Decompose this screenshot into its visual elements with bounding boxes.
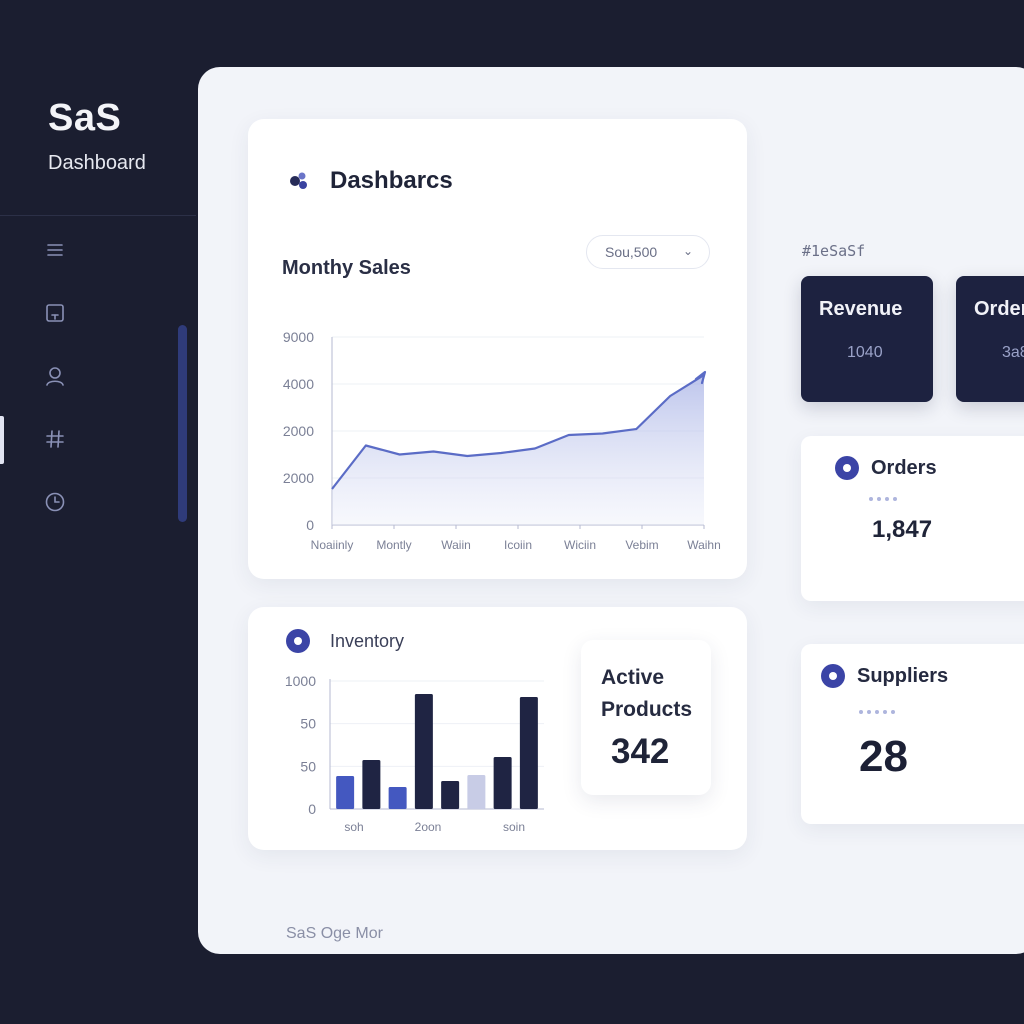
inventory-chart: 0 50 50 1000 soh 2oon soin xyxy=(285,673,544,834)
inventory-bar xyxy=(493,757,512,809)
document-icon xyxy=(46,304,64,322)
sidebar-item-documents[interactable] xyxy=(40,298,70,328)
inventory-x-tick: soh xyxy=(344,820,363,834)
brand-title: SaS xyxy=(48,97,122,139)
sales-filter-select[interactable]: Sou,500 ⌄ xyxy=(586,235,710,269)
sales-x-tick: Vebim xyxy=(625,538,658,552)
sales-trend-arrow xyxy=(694,370,707,385)
sidebar-item-history[interactable] xyxy=(40,487,70,517)
orders-icon xyxy=(835,456,859,480)
inventory-card: Inventory 0 50 50 1000 soh 2oon soin Active Pr… xyxy=(248,607,747,850)
color-tag: #1eSaSf xyxy=(802,242,866,260)
user-icon xyxy=(46,367,64,386)
inventory-title: Inventory xyxy=(330,630,405,651)
inventory-bar xyxy=(362,760,381,809)
page-title: Dashbarcs xyxy=(330,167,453,194)
revenue-value: 1040 xyxy=(847,344,883,361)
suppliers-icon xyxy=(821,664,845,688)
inventory-bar xyxy=(519,697,538,809)
sales-x-tick: Waihn xyxy=(687,538,721,552)
orders-dots xyxy=(869,497,897,501)
inventory-y-tick: 50 xyxy=(300,716,316,732)
hash-icon xyxy=(46,430,64,448)
dashboard-header: Dashbarcs xyxy=(286,167,453,195)
orders-card[interactable]: Orders 1,847 xyxy=(801,436,1024,601)
inventory-y-tick: 50 xyxy=(300,758,316,774)
inventory-y-tick: 1000 xyxy=(285,673,316,689)
orders-value: 1,847 xyxy=(872,516,933,543)
sales-filter-value: Sou,500 xyxy=(605,244,658,260)
sales-y-tick: 4000 xyxy=(283,376,314,392)
inventory-header: Inventory xyxy=(286,629,404,653)
menu-icon xyxy=(47,244,63,256)
sales-area xyxy=(332,375,704,525)
sidebar-item-users[interactable] xyxy=(40,361,70,391)
active-products-label-line2: Products xyxy=(601,698,693,721)
inventory-x-tick: soin xyxy=(503,820,525,834)
sales-chart-title: Monthy Sales xyxy=(282,257,411,279)
suppliers-title: Suppliers xyxy=(857,664,949,687)
active-products-card[interactable]: Active Products 342 xyxy=(581,640,711,795)
inventory-y-tick: 0 xyxy=(308,801,316,817)
sidebar-item-menu[interactable] xyxy=(40,235,70,265)
inventory-bar xyxy=(441,781,460,809)
brand-subtitle: Dashboard xyxy=(48,152,146,174)
sidebar-scrollbar[interactable] xyxy=(178,325,187,522)
inventory-bar xyxy=(336,776,355,809)
inventory-icon xyxy=(286,629,310,653)
revenue-kpi-card[interactable]: Revenue 1040 xyxy=(801,276,933,402)
clock-icon xyxy=(45,492,65,512)
suppliers-card[interactable]: Suppliers 28 xyxy=(801,644,1024,824)
sidebar-divider xyxy=(0,215,196,216)
inventory-x-tick: 2oon xyxy=(415,820,442,834)
sales-y-tick: 2000 xyxy=(283,423,314,439)
orders-kpi-card[interactable]: Orders 3a8 xyxy=(956,276,1024,402)
orders-header: Orders xyxy=(835,456,937,480)
sales-x-tick: Montly xyxy=(376,538,411,552)
brand: SaS Dashboard xyxy=(48,96,146,175)
suppliers-value: 28 xyxy=(859,732,908,781)
sidebar-active-marker xyxy=(0,416,4,464)
chevron-down-icon: ⌄ xyxy=(682,244,693,258)
orders-title: Orders xyxy=(871,456,937,479)
orders-kpi-label: Orders xyxy=(974,298,1024,320)
inventory-bar xyxy=(467,775,486,809)
sales-card: Dashbarcs Monthy Sales Sou,500 ⌄ 0 2000 20… xyxy=(248,119,747,579)
sales-y-tick: 0 xyxy=(306,517,314,533)
active-products-value: 342 xyxy=(611,732,670,771)
sales-line xyxy=(331,374,705,490)
sales-y-tick: 9000 xyxy=(283,329,314,345)
sales-x-tick: Waiin xyxy=(441,538,471,552)
logo-icon xyxy=(290,172,307,189)
suppliers-header: Suppliers xyxy=(821,664,948,688)
inventory-bar xyxy=(414,694,433,809)
sales-x-tick: Icoiin xyxy=(504,538,532,552)
inventory-bar xyxy=(388,787,407,809)
active-products-label-line1: Active xyxy=(601,666,665,689)
sales-chart: 0 2000 2000 4000 9000 Noaiinly Montly Waiin Icoi… xyxy=(283,329,721,552)
sales-y-tick: 2000 xyxy=(283,470,314,486)
active-products-label: Active Products xyxy=(601,662,692,726)
orders-kpi-value: 3a8 xyxy=(1002,344,1024,361)
sales-x-tick: Noaiinly xyxy=(311,538,354,552)
sales-x-tick: Wiciin xyxy=(564,538,596,552)
revenue-label: Revenue xyxy=(819,298,903,320)
suppliers-dots xyxy=(859,710,895,714)
main-panel: Dashbarcs Monthy Sales Sou,500 ⌄ 0 2000 20… xyxy=(198,67,1024,954)
footer-text: SaS Oge Mor xyxy=(286,925,383,942)
sidebar-item-channels[interactable] xyxy=(40,424,70,454)
